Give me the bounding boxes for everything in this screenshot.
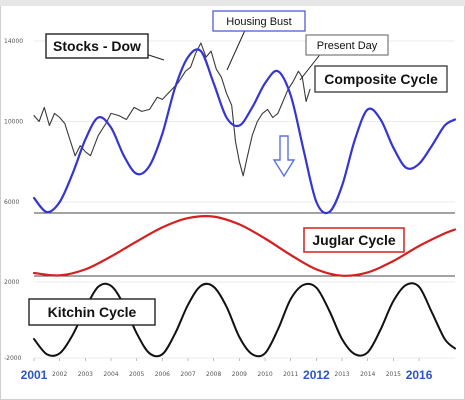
housing-callout-leader	[226, 27, 247, 71]
y-tick-label: 14000	[4, 38, 23, 45]
x-tick-label: 2010	[257, 371, 272, 378]
x-tick-label: 2016	[406, 368, 433, 382]
housing-annotation-box	[212, 10, 306, 32]
present-callout-leader	[299, 51, 323, 81]
stocks-annotation-box	[45, 33, 149, 59]
down-arrow-icon	[272, 135, 296, 178]
x-tick-label: 2003	[78, 371, 93, 378]
present-annotation-label: Present Day	[317, 40, 378, 52]
kitchin-annotation-label: Kitchin Cycle	[48, 304, 137, 320]
stocks-annotation-label: Stocks - Dow	[53, 38, 141, 54]
composite-annotation: Composite Cycle	[314, 65, 448, 93]
kitchin-cycle-line	[33, 282, 456, 358]
x-tick-label: 2008	[206, 371, 221, 378]
composite-cycle-line	[32, 48, 457, 215]
composite-annotation-label: Composite Cycle	[324, 71, 438, 87]
x-tick-label: 2005	[129, 371, 144, 378]
y-tick-label: -2000	[4, 355, 22, 362]
x-tick-label: 2001	[21, 368, 48, 382]
x-tick-label: 2004	[103, 371, 118, 378]
y-tick-label: 6000	[4, 199, 19, 206]
x-tick-label: 2011	[283, 371, 298, 378]
x-tick-label: 2002	[52, 371, 67, 378]
stocks-dow-line	[33, 42, 311, 177]
kitchin-annotation: Kitchin Cycle	[28, 298, 156, 326]
top-strip	[0, 0, 465, 6]
stocks-annotation: Stocks - Dow	[45, 33, 149, 59]
juglar-cycle-line	[32, 215, 457, 277]
juglar-annotation: Juglar Cycle	[303, 227, 405, 253]
present-annotation-box	[305, 34, 389, 56]
x-tick-labels: 2001 2002 2003 2004 2005 2006 2007 2008 2009 2010…	[21, 358, 433, 382]
x-tick-label: 2014	[360, 371, 375, 378]
juglar-annotation-box	[303, 227, 405, 253]
kitchin-annotation-box	[28, 298, 156, 326]
juglar-annotation-label: Juglar Cycle	[312, 232, 395, 248]
series-lines	[32, 42, 457, 358]
x-tick-label: 2006	[155, 371, 170, 378]
x-tick-label: 2007	[180, 371, 195, 378]
x-tick-label: 2013	[334, 371, 349, 378]
x-tick-label: 2009	[232, 371, 247, 378]
y-tick-labels: 14000 10000 6000 2000 -2000	[4, 38, 23, 362]
housing-annotation-label: Housing Bust	[226, 16, 291, 28]
present-annotation: Present Day	[305, 34, 389, 56]
composite-annotation-box	[314, 65, 448, 93]
housing-annotation: Housing Bust	[212, 10, 306, 32]
x-tick-label: 2015	[386, 371, 401, 378]
x-tick-label: 2012	[303, 368, 330, 382]
y-tick-label: 2000	[4, 279, 19, 286]
y-tick-label: 10000	[4, 119, 23, 126]
